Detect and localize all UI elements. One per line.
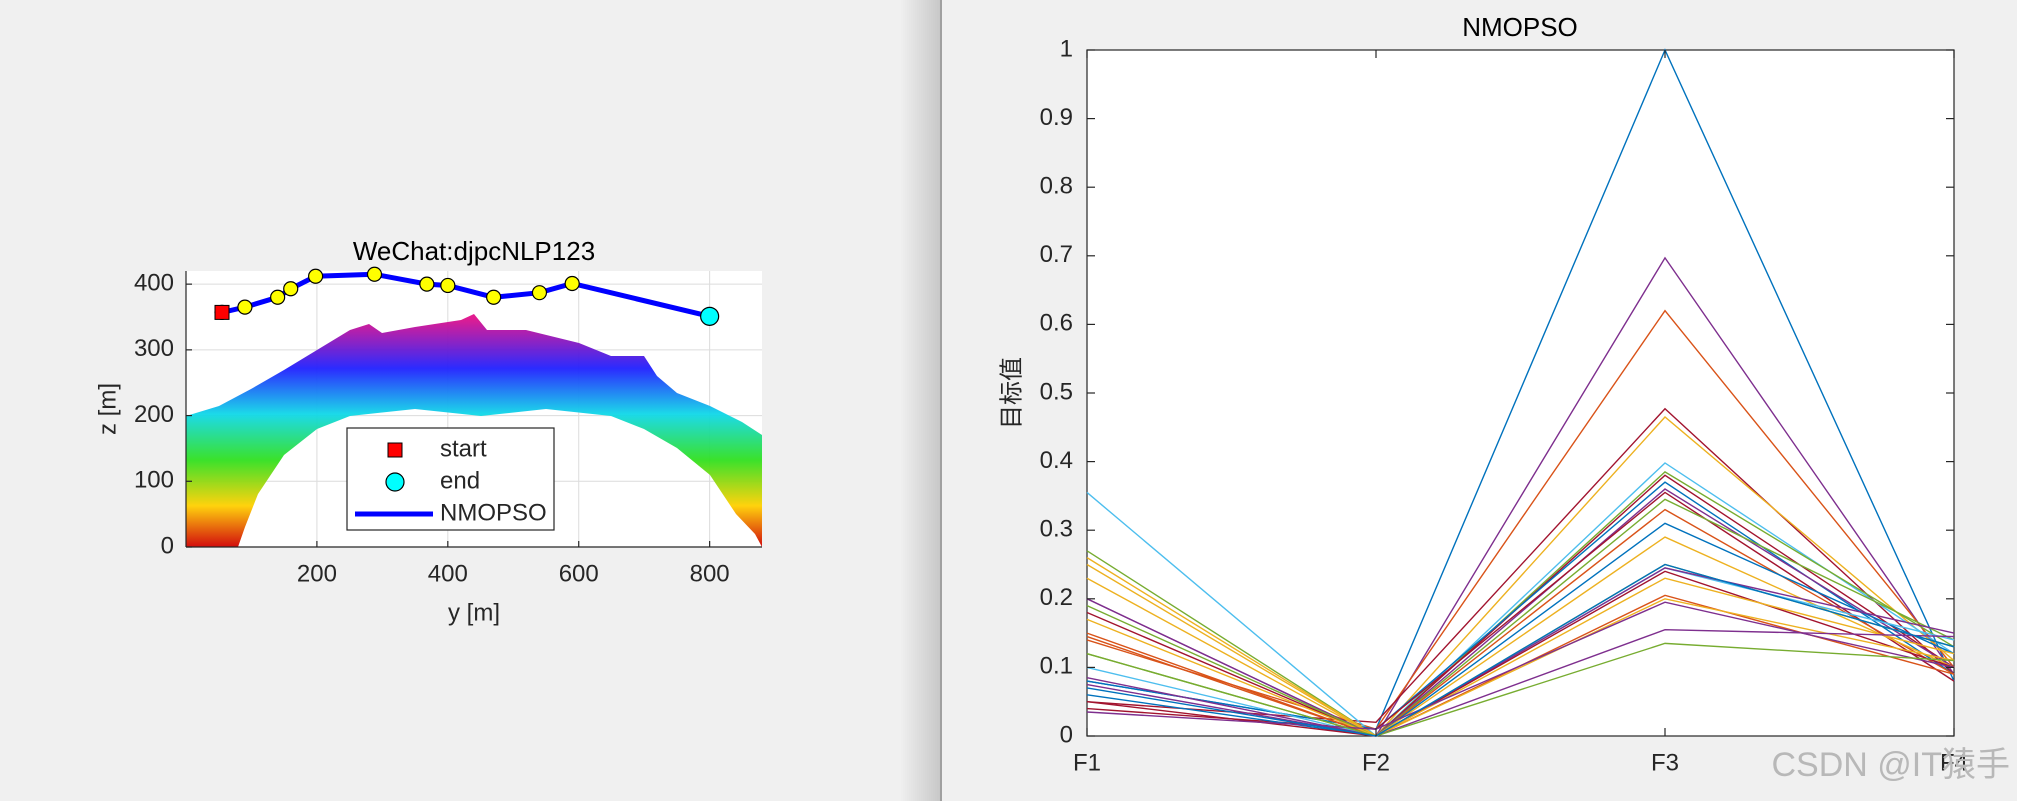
x-tick-label: 200 <box>297 560 337 587</box>
waypoint <box>531 285 548 301</box>
solution-line <box>1086 642 1955 737</box>
marker-circle <box>700 306 720 326</box>
solution-line <box>1086 598 1955 737</box>
y-tick-label: 400 <box>134 269 174 296</box>
y-tick-label: 0.6 <box>1040 310 1073 337</box>
x-tick-label: F2 <box>1362 749 1390 776</box>
y-tick-label: 1 <box>1060 35 1073 62</box>
waypoint <box>366 266 383 282</box>
marker-square <box>214 304 230 320</box>
axes: 0 0.1 0.2 0.3 0.4 0.5 0.6 0.7 0.8 0.9 1 F1 F2 F3 F4 <box>1040 35 1968 776</box>
x-tick-label: F1 <box>1073 749 1101 776</box>
x-tick-label: 600 <box>559 560 599 587</box>
marker-circle <box>385 472 405 492</box>
path-data <box>214 266 720 326</box>
y-tick-label: 0 <box>161 532 174 559</box>
marker-square <box>387 442 403 458</box>
y-tick-label: 200 <box>134 401 174 428</box>
x-tick-label: 800 <box>690 560 730 587</box>
solution-line <box>1086 557 1955 737</box>
panel-divider-shadow <box>900 0 940 801</box>
y-tick-label: 300 <box>134 335 174 362</box>
y-tick-label: 0.8 <box>1040 173 1073 200</box>
waypoint <box>564 275 580 292</box>
solution-line <box>1086 508 1955 737</box>
terrain-surface <box>186 314 762 547</box>
waypoint <box>283 281 299 297</box>
lines <box>1086 48 1955 737</box>
y-axis-label: z [m] <box>94 383 121 435</box>
chart-title: WeChat:djpcNLP123 <box>353 236 595 266</box>
y-axis-label: 目标值 <box>998 357 1025 429</box>
waypoint <box>419 276 435 292</box>
solution-line <box>1086 522 1955 737</box>
solution-line <box>1086 563 1955 737</box>
solution-line <box>1086 601 1955 730</box>
solution-line <box>1086 416 1955 737</box>
legend-label: end <box>440 467 480 494</box>
legend-label: NMOPSO <box>440 499 547 526</box>
waypoint <box>237 299 253 315</box>
watermark: CSDN @IT猿手 <box>1771 746 2010 784</box>
x-tick-label: 400 <box>428 560 468 587</box>
waypoint <box>440 277 456 294</box>
solution-line <box>1086 567 1955 737</box>
y-tick-label: 0.2 <box>1040 584 1073 611</box>
y-tick-label: 0.3 <box>1040 516 1073 543</box>
solution-line <box>1086 536 1955 737</box>
x-tick-label: F4 <box>1940 749 1968 776</box>
legend-label: start <box>440 435 487 462</box>
solution-line <box>1086 570 1955 737</box>
x-axis-label: y [m] <box>448 599 500 626</box>
y-tick-label: 100 <box>134 467 174 494</box>
y-tick-label: 0.1 <box>1040 653 1073 680</box>
chart-title: NMOPSO <box>1462 12 1578 42</box>
y-tick-label: 0.4 <box>1040 447 1073 474</box>
solution-line <box>1086 462 1955 737</box>
waypoint <box>270 289 286 305</box>
solution-line <box>1086 488 1955 737</box>
legend: start end NMOPSO <box>346 427 555 531</box>
solution-line <box>1086 628 1955 737</box>
y-tick-label: 0.7 <box>1040 241 1073 268</box>
y-tick-label: 0.5 <box>1040 378 1073 405</box>
solution-line <box>1086 471 1955 737</box>
axes: 200 400 600 800 0 100 200 300 400 <box>134 269 762 587</box>
plot-area <box>1086 49 1955 737</box>
waypoint <box>308 268 324 284</box>
y-tick-label: 0 <box>1060 721 1073 748</box>
waypoint <box>486 289 502 305</box>
x-tick-label: F3 <box>1651 749 1679 776</box>
y-tick-label: 0.9 <box>1040 104 1073 131</box>
